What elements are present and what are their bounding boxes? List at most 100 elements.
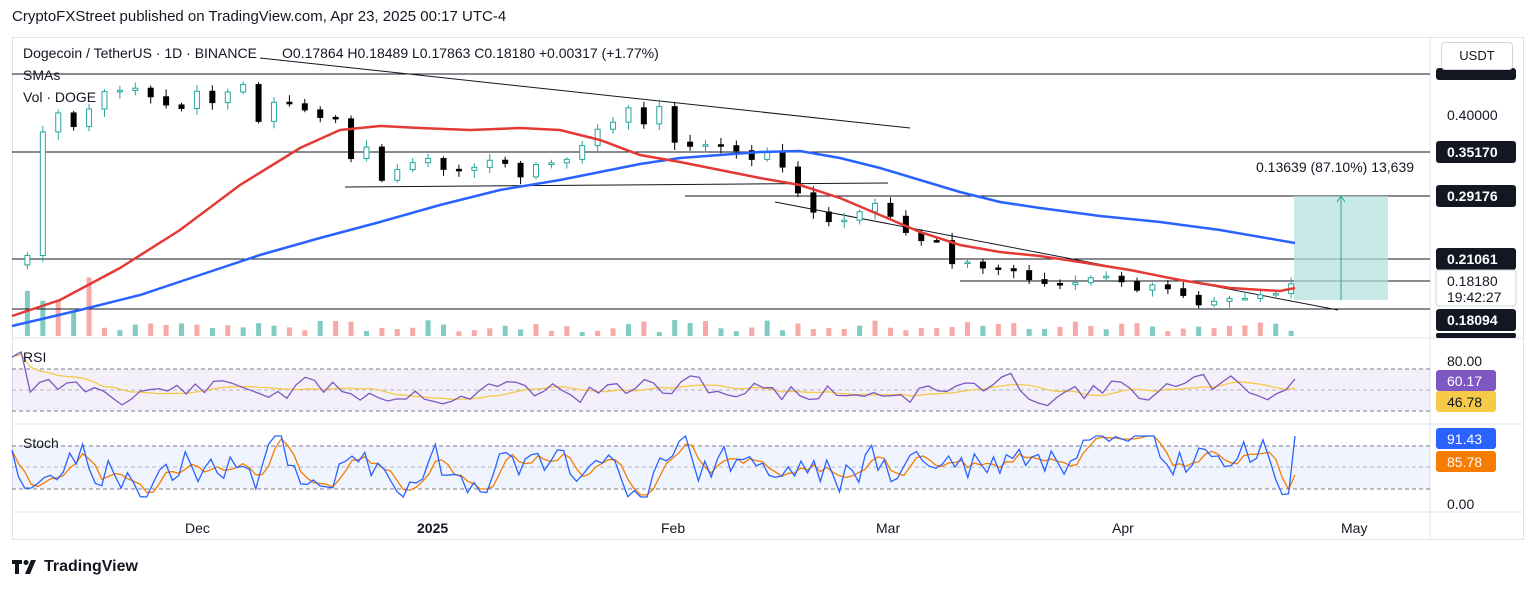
- candle-body: [733, 145, 740, 152]
- volume-bars: [24, 277, 1294, 336]
- candle-body: [270, 101, 277, 122]
- volume-bar: [363, 330, 369, 336]
- volume-bar: [1242, 325, 1248, 336]
- volume-bar: [1180, 328, 1186, 336]
- legend-smas[interactable]: SMAs: [23, 67, 60, 83]
- candle-body: [717, 144, 724, 147]
- candle-body: [425, 158, 432, 164]
- candle-body: [532, 164, 539, 178]
- volume-bar: [117, 330, 123, 336]
- currency-button[interactable]: USDT: [1441, 42, 1513, 70]
- candle-body: [455, 168, 462, 172]
- volume-bar: [225, 325, 231, 336]
- candle-body: [70, 112, 77, 128]
- volume-bar: [1149, 326, 1155, 336]
- candle-body: [471, 166, 478, 171]
- volume-bar: [826, 328, 832, 336]
- volume-bar: [1026, 328, 1032, 336]
- candle-body: [394, 169, 401, 181]
- volume-bar: [1088, 326, 1094, 336]
- candle-body: [640, 107, 647, 125]
- volume-bar: [656, 331, 662, 336]
- current-price-badge: [1435, 269, 1517, 307]
- price-badge-029176: [1436, 185, 1516, 207]
- horizontal-levels: [12, 73, 1430, 310]
- candle-body: [517, 162, 524, 178]
- rsi-line: [11, 351, 1296, 407]
- stoch-zero-label: 0.00: [1447, 496, 1474, 512]
- time-tick-may: May: [1341, 520, 1367, 536]
- volume-bar: [71, 310, 77, 336]
- candle-body: [193, 90, 200, 110]
- countdown-label: 19:42:27: [1447, 289, 1502, 305]
- volume-bar: [286, 327, 292, 336]
- candle-body: [671, 106, 678, 143]
- volume-bar: [348, 321, 354, 336]
- legend-rsi[interactable]: RSI: [23, 349, 46, 365]
- candle-body: [579, 145, 586, 160]
- volume-bar: [1134, 323, 1140, 336]
- candle-body: [178, 104, 185, 110]
- volume-bar: [179, 323, 185, 336]
- legend-symbol[interactable]: Dogecoin / TetherUS · 1D · BINANCE: [23, 45, 257, 61]
- time-tick-mar: Mar: [876, 520, 900, 536]
- volume-bar: [1057, 326, 1063, 336]
- legend-volume[interactable]: Vol · DOGE: [23, 89, 96, 105]
- volume-bar: [1011, 323, 1017, 336]
- price-badge-018094: [1436, 309, 1516, 331]
- volume-bar: [733, 331, 739, 336]
- volume-bar: [595, 330, 601, 336]
- volume-bar: [687, 322, 693, 336]
- volume-bar: [518, 329, 524, 336]
- candle-body: [1103, 275, 1110, 279]
- candle-body: [794, 166, 801, 194]
- volume-bar: [1072, 321, 1078, 336]
- volume-bar: [441, 324, 447, 336]
- volume-bar: [333, 320, 339, 336]
- volume-bar: [55, 299, 61, 336]
- volume-bar: [672, 320, 678, 336]
- measure-arrow-head: [1336, 195, 1346, 203]
- volume-bar: [625, 323, 631, 336]
- volume-bar: [980, 325, 986, 336]
- candle-body: [548, 162, 555, 166]
- candle-body: [486, 159, 493, 168]
- legend-stoch[interactable]: Stoch: [23, 435, 59, 451]
- volume-bar: [1196, 326, 1202, 336]
- candle-body: [1072, 282, 1079, 286]
- candle-body: [224, 91, 231, 104]
- candle-body: [687, 141, 694, 147]
- candle-body: [101, 91, 108, 110]
- sma-50-line: [11, 124, 1296, 318]
- stoch-d-label: 85.78: [1447, 454, 1482, 470]
- candle-body: [255, 84, 262, 122]
- chart-frame[interactable]: [12, 37, 1524, 540]
- volume-bar: [317, 320, 323, 336]
- candle-body: [949, 240, 956, 265]
- candle-body: [39, 131, 46, 256]
- stoch-d-badge: [1436, 451, 1496, 472]
- candle-body: [348, 118, 355, 160]
- candle-body: [1056, 283, 1063, 286]
- volume-bar: [502, 325, 508, 336]
- volume-bar: [718, 328, 724, 336]
- volume-bar: [487, 328, 493, 336]
- candle-body: [702, 144, 709, 147]
- tradingview-logo[interactable]: TradingView: [12, 558, 138, 576]
- price-badge-035170-label: 0.35170: [1447, 144, 1498, 160]
- volume-bar: [425, 320, 431, 336]
- rsi-ma-badge: [1436, 391, 1496, 412]
- volume-bar: [240, 327, 246, 336]
- time-tick-apr: Apr: [1112, 520, 1134, 536]
- volume-bar: [24, 290, 30, 336]
- volume-bar: [1119, 323, 1125, 336]
- volume-bar: [1211, 328, 1217, 336]
- volume-bar: [1103, 329, 1109, 336]
- candle-body: [1241, 297, 1248, 301]
- trendlines: [259, 57, 1339, 311]
- candle-body: [856, 211, 863, 221]
- publisher-header: CryptoFXStreet published on TradingView.…: [12, 8, 507, 25]
- stoch-k-line: [11, 434, 1296, 499]
- volume-bar: [749, 327, 755, 336]
